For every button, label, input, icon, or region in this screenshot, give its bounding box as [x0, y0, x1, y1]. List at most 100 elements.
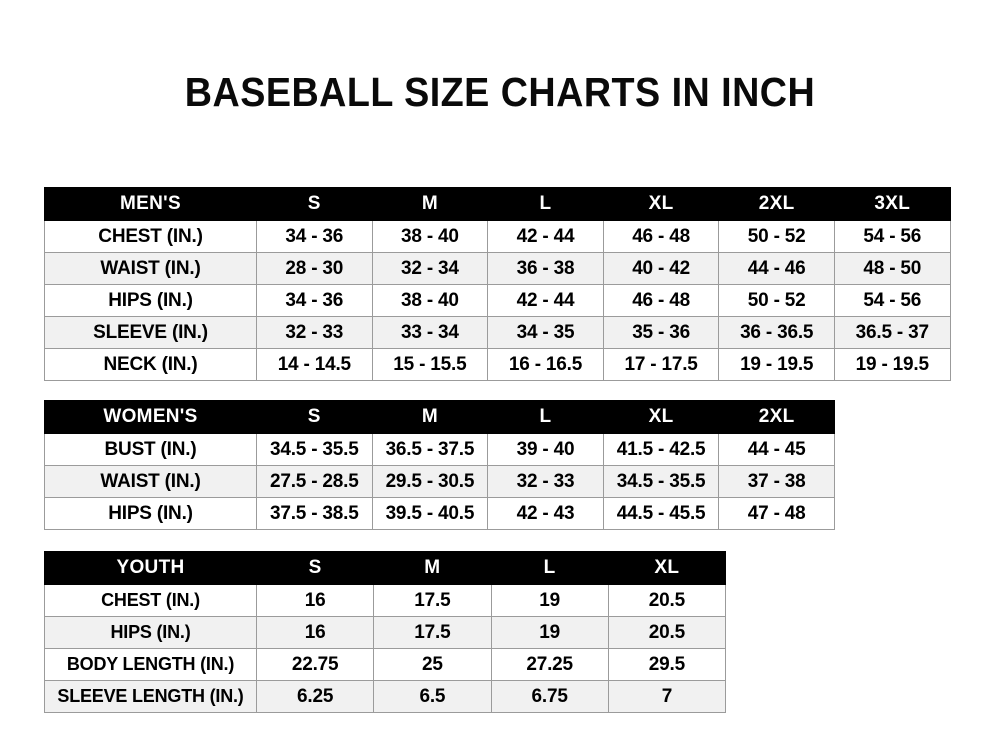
mens-measurement-cell: 50 - 52 [718, 220, 835, 253]
youth-measurement-cell: 27.25 [490, 648, 609, 681]
womens-header-row: WOMEN'S S M L XL 2XL [44, 400, 835, 434]
youth-table-head: YOUTH S M L XL [44, 551, 727, 585]
mens-measurement-cell: 42 - 44 [487, 220, 604, 253]
mens-measurement-cell: 36 - 38 [487, 252, 604, 285]
womens-measurement-cell: 39.5 - 40.5 [371, 497, 489, 530]
youth-measurement-cell: 17.5 [373, 584, 492, 617]
womens-row-label: WAIST (IN.) [44, 465, 257, 498]
mens-column-header-m: M [371, 187, 489, 221]
womens-row-label: HIPS (IN.) [44, 497, 257, 530]
womens-measurement-cell: 34.5 - 35.5 [256, 433, 373, 466]
womens-measurement-cell: 44 - 45 [718, 433, 835, 466]
youth-size-table: YOUTH S M L XL CHEST (IN.) 16 17.5 19 20.5 HIPS (… [44, 551, 727, 713]
youth-measurement-cell: 22.75 [255, 648, 375, 681]
youth-measurement-cell: 20.5 [607, 584, 727, 617]
mens-measurement-cell: 32 - 33 [256, 316, 373, 349]
mens-measurement-cell: 17 - 17.5 [602, 348, 720, 381]
mens-row-label: WAIST (IN.) [44, 252, 257, 285]
youth-measurement-cell: 25 [373, 648, 492, 681]
womens-header-label: WOMEN'S [44, 400, 257, 434]
mens-column-header-3xl: 3XL [833, 187, 951, 221]
womens-measurement-cell: 42 - 43 [487, 497, 604, 530]
table-row: BODY LENGTH (IN.) 22.75 25 27.25 29.5 [44, 648, 727, 681]
mens-measurement-cell: 48 - 50 [833, 252, 951, 285]
youth-measurement-cell: 16 [255, 584, 375, 617]
youth-measurement-cell: 17.5 [373, 616, 492, 649]
youth-measurement-cell: 6.75 [490, 680, 609, 713]
womens-table-body: BUST (IN.) 34.5 - 35.5 36.5 - 37.5 39 - 40 4… [44, 433, 835, 530]
youth-measurement-cell: 6.25 [255, 680, 375, 713]
mens-measurement-cell: 40 - 42 [602, 252, 720, 285]
table-row: WAIST (IN.) 28 - 30 32 - 34 36 - 38 40 - 42 4… [44, 252, 951, 285]
mens-measurement-cell: 46 - 48 [602, 220, 720, 253]
mens-measurement-cell: 19 - 19.5 [833, 348, 951, 381]
womens-measurement-cell: 41.5 - 42.5 [602, 433, 720, 466]
table-row: SLEEVE LENGTH (IN.) 6.25 6.5 6.75 7 [44, 680, 727, 713]
mens-measurement-cell: 44 - 46 [718, 252, 835, 285]
womens-measurement-cell: 44.5 - 45.5 [602, 497, 720, 530]
womens-size-table: WOMEN'S S M L XL 2XL BUST (IN.) 34.5 - 35.5 36.… [44, 400, 835, 530]
womens-measurement-cell: 36.5 - 37.5 [371, 433, 489, 466]
womens-measurement-cell: 39 - 40 [487, 433, 604, 466]
mens-measurement-cell: 54 - 56 [833, 220, 951, 253]
table-row: NECK (IN.) 14 - 14.5 15 - 15.5 16 - 16.5 17 … [44, 348, 951, 381]
table-row: HIPS (IN.) 34 - 36 38 - 40 42 - 44 46 - 48 50… [44, 284, 951, 317]
mens-measurement-cell: 15 - 15.5 [371, 348, 489, 381]
youth-table-body: CHEST (IN.) 16 17.5 19 20.5 HIPS (IN.) 16 17.5 1… [44, 584, 727, 713]
mens-row-label: HIPS (IN.) [44, 284, 257, 317]
table-row: HIPS (IN.) 37.5 - 38.5 39.5 - 40.5 42 - 43 4… [44, 497, 835, 530]
mens-measurement-cell: 34 - 35 [487, 316, 604, 349]
mens-measurement-cell: 32 - 34 [371, 252, 489, 285]
mens-column-header-l: L [487, 187, 604, 221]
mens-row-label: CHEST (IN.) [44, 220, 257, 253]
youth-measurement-cell: 7 [607, 680, 727, 713]
mens-row-label: NECK (IN.) [44, 348, 257, 381]
mens-row-label: SLEEVE (IN.) [44, 316, 257, 349]
womens-measurement-cell: 47 - 48 [718, 497, 835, 530]
mens-table-body: CHEST (IN.) 34 - 36 38 - 40 42 - 44 46 - 48 5… [44, 220, 951, 381]
womens-table-head: WOMEN'S S M L XL 2XL [44, 400, 835, 434]
page-title: BASEBALL SIZE CHARTS IN INCH [184, 69, 816, 115]
mens-measurement-cell: 36 - 36.5 [718, 316, 835, 349]
youth-row-label: SLEEVE LENGTH (IN.) [44, 680, 257, 713]
womens-measurement-cell: 34.5 - 35.5 [602, 465, 720, 498]
mens-measurement-cell: 42 - 44 [487, 284, 604, 317]
mens-measurement-cell: 36.5 - 37 [833, 316, 951, 349]
mens-measurement-cell: 34 - 36 [256, 284, 373, 317]
table-row: CHEST (IN.) 34 - 36 38 - 40 42 - 44 46 - 48 5… [44, 220, 951, 253]
womens-column-header-s: S [256, 400, 373, 434]
mens-column-header-2xl: 2XL [718, 187, 835, 221]
mens-measurement-cell: 50 - 52 [718, 284, 835, 317]
mens-measurement-cell: 33 - 34 [371, 316, 489, 349]
youth-measurement-cell: 19 [490, 584, 609, 617]
table-row: SLEEVE (IN.) 32 - 33 33 - 34 34 - 35 35 - 36… [44, 316, 951, 349]
youth-column-header-l: L [490, 551, 609, 585]
womens-measurement-cell: 29.5 - 30.5 [371, 465, 489, 498]
womens-measurement-cell: 37.5 - 38.5 [256, 497, 373, 530]
mens-measurement-cell: 28 - 30 [256, 252, 373, 285]
mens-measurement-cell: 35 - 36 [602, 316, 720, 349]
womens-row-label: BUST (IN.) [44, 433, 257, 466]
mens-table-head: MEN'S S M L XL 2XL 3XL [44, 187, 951, 221]
mens-measurement-cell: 19 - 19.5 [718, 348, 835, 381]
table-row: BUST (IN.) 34.5 - 35.5 36.5 - 37.5 39 - 40 4… [44, 433, 835, 466]
womens-measurement-cell: 37 - 38 [718, 465, 835, 498]
youth-column-header-m: M [373, 551, 492, 585]
youth-row-label: CHEST (IN.) [44, 584, 257, 617]
mens-column-header-xl: XL [602, 187, 720, 221]
youth-measurement-cell: 6.5 [373, 680, 492, 713]
womens-column-header-xl: XL [602, 400, 720, 434]
table-row: HIPS (IN.) 16 17.5 19 20.5 [44, 616, 727, 649]
youth-header-label: YOUTH [44, 551, 257, 585]
mens-column-header-s: S [256, 187, 373, 221]
youth-measurement-cell: 19 [490, 616, 609, 649]
mens-measurement-cell: 46 - 48 [602, 284, 720, 317]
youth-column-header-s: S [255, 551, 375, 585]
youth-measurement-cell: 29.5 [607, 648, 727, 681]
mens-measurement-cell: 38 - 40 [371, 284, 489, 317]
womens-column-header-l: L [487, 400, 604, 434]
mens-measurement-cell: 34 - 36 [256, 220, 373, 253]
mens-measurement-cell: 14 - 14.5 [256, 348, 373, 381]
youth-measurement-cell: 20.5 [607, 616, 727, 649]
youth-row-label: HIPS (IN.) [44, 616, 257, 649]
